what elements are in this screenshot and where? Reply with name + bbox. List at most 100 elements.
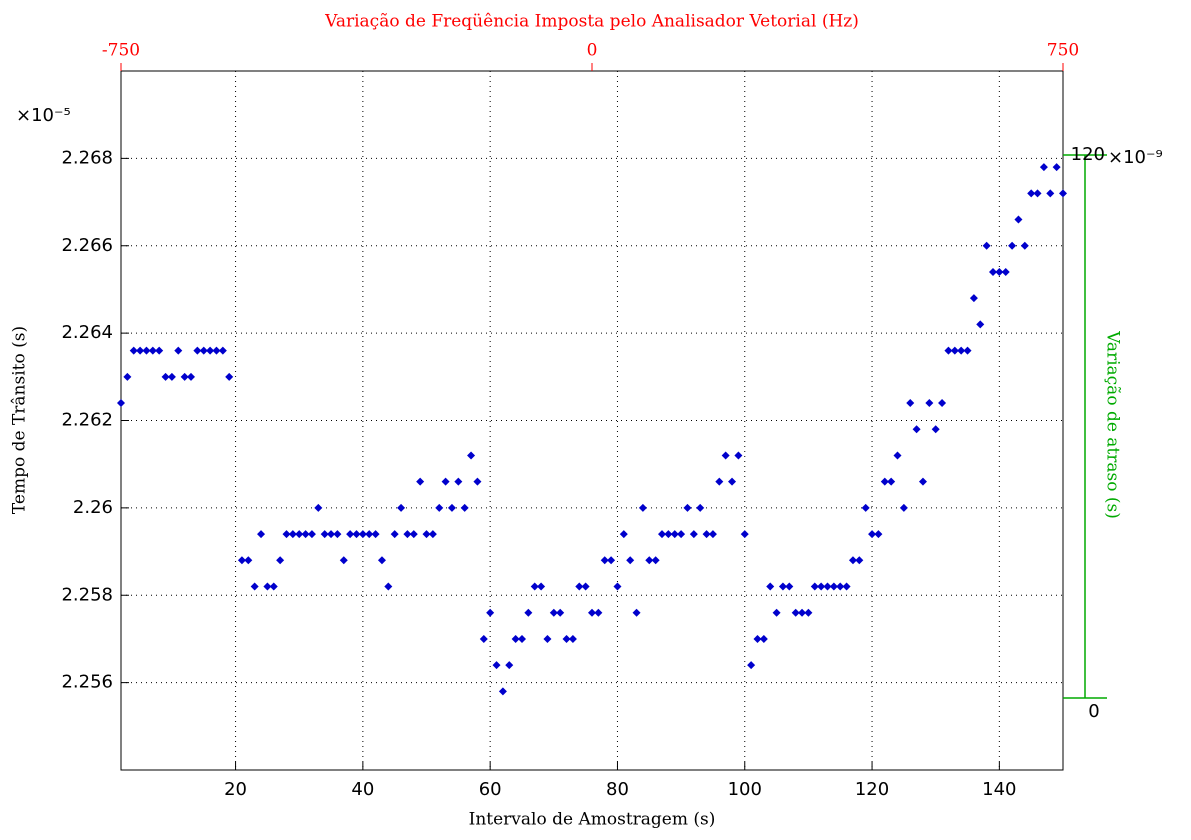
y-tick-label: 2.264 xyxy=(61,322,113,343)
data-point xyxy=(861,503,870,512)
data-point xyxy=(174,346,183,355)
data-point xyxy=(689,530,698,539)
data-point xyxy=(607,556,616,565)
data-point xyxy=(868,530,877,539)
data-point xyxy=(696,503,705,512)
data-point xyxy=(543,634,552,643)
data-point xyxy=(422,530,431,539)
data-point xyxy=(1046,189,1055,198)
y2-multiplier: ×10⁻⁹ xyxy=(1108,147,1163,168)
data-point xyxy=(969,294,978,303)
data-point xyxy=(441,477,450,486)
x-tick-label: 120 xyxy=(855,779,889,800)
data-point xyxy=(715,477,724,486)
data-point xyxy=(486,608,495,617)
data-point xyxy=(1014,215,1023,224)
data-point xyxy=(530,582,539,591)
data-point xyxy=(658,530,667,539)
data-point xyxy=(498,687,507,696)
data-point xyxy=(206,346,215,355)
data-point xyxy=(855,556,864,565)
data-point xyxy=(187,372,196,381)
data-point xyxy=(619,530,628,539)
data-point xyxy=(346,530,355,539)
data-point xyxy=(454,477,463,486)
data-point xyxy=(670,530,679,539)
data-point xyxy=(416,477,425,486)
y-tick-label: 2.256 xyxy=(61,672,113,693)
data-point xyxy=(301,530,310,539)
data-point xyxy=(314,503,323,512)
data-point xyxy=(791,608,800,617)
data-point xyxy=(148,346,157,355)
data-point xyxy=(212,346,221,355)
x-tick-label: 80 xyxy=(606,779,629,800)
data-point xyxy=(575,582,584,591)
y-tick-label: 2.258 xyxy=(61,584,113,605)
data-point xyxy=(365,530,374,539)
x-tick-label: 40 xyxy=(351,779,374,800)
data-point xyxy=(848,556,857,565)
x-tick-label: 140 xyxy=(982,779,1016,800)
data-point xyxy=(327,530,336,539)
x2-tick-label: -750 xyxy=(102,41,140,61)
data-point xyxy=(123,372,132,381)
chart-title: Variação de Freqüência Imposta pelo Anal… xyxy=(324,12,859,32)
data-point xyxy=(645,556,654,565)
x2-tick-label: 0 xyxy=(587,41,598,61)
data-point xyxy=(307,530,316,539)
x2-tick-label: 750 xyxy=(1047,41,1079,61)
data-point xyxy=(377,556,386,565)
data-point xyxy=(976,320,985,329)
data-point xyxy=(511,634,520,643)
data-point xyxy=(473,477,482,486)
y-tick-label: 2.268 xyxy=(61,147,113,168)
x-axis-label: Intervalo de Amostragem (s) xyxy=(469,810,716,830)
data-point xyxy=(390,530,399,539)
data-point xyxy=(339,556,348,565)
data-point xyxy=(734,451,743,460)
data-point xyxy=(263,582,272,591)
data-point xyxy=(938,399,947,408)
data-point xyxy=(517,634,526,643)
data-point xyxy=(142,346,151,355)
data-point xyxy=(333,530,342,539)
data-point xyxy=(906,399,915,408)
data-point xyxy=(269,582,278,591)
data-point xyxy=(988,267,997,276)
data-point xyxy=(772,608,781,617)
data-point xyxy=(320,530,329,539)
data-point xyxy=(683,503,692,512)
data-point xyxy=(403,530,412,539)
data-point xyxy=(257,530,266,539)
data-point xyxy=(893,451,902,460)
data-point xyxy=(982,241,991,250)
data-point xyxy=(721,451,730,460)
data-point xyxy=(428,530,437,539)
data-point xyxy=(836,582,845,591)
data-point xyxy=(352,530,361,539)
data-point xyxy=(613,582,622,591)
y2-axis-label: Variação de atraso (s) xyxy=(1103,330,1123,519)
data-point xyxy=(588,608,596,617)
data-point xyxy=(651,556,660,565)
y-axis-label: Tempo de Trânsito (s) xyxy=(10,326,30,514)
data-point xyxy=(129,346,138,355)
data-point xyxy=(931,425,940,434)
data-point xyxy=(925,399,934,408)
data-point xyxy=(237,556,246,565)
data-point xyxy=(295,530,304,539)
y-tick-label: 2.26 xyxy=(73,497,113,518)
data-point xyxy=(371,530,380,539)
data-point xyxy=(136,346,145,355)
data-point xyxy=(677,530,686,539)
data-point xyxy=(492,661,501,670)
data-point xyxy=(218,346,227,355)
data-point xyxy=(963,346,972,355)
data-point xyxy=(899,503,908,512)
data-point xyxy=(549,608,558,617)
data-point xyxy=(842,582,851,591)
data-point xyxy=(581,582,590,591)
data-point xyxy=(1039,163,1048,172)
data-point xyxy=(288,530,297,539)
